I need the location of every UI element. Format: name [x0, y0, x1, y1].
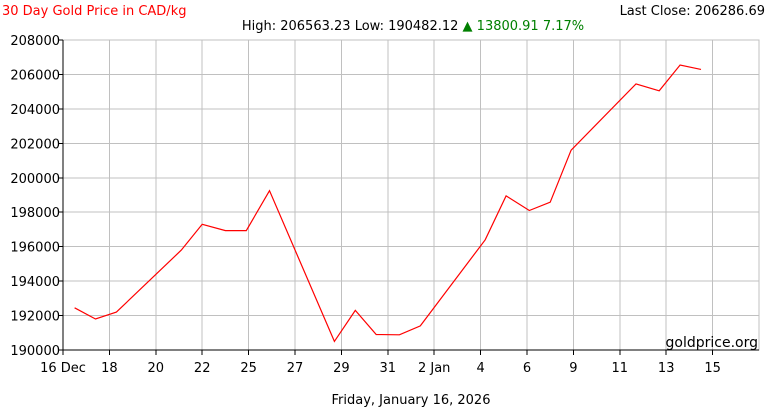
y-tick-label: 190000 — [10, 344, 60, 359]
x-tick-label: 6 — [523, 361, 531, 376]
x-tick-label: 29 — [333, 361, 350, 376]
x-tick-label: 18 — [101, 361, 118, 376]
price-series-line — [74, 64, 702, 343]
x-tick-label: 20 — [148, 361, 165, 376]
y-tick-label: 194000 — [10, 275, 60, 290]
y-tick-label: 202000 — [10, 137, 60, 152]
y-tick-label: 196000 — [10, 241, 60, 256]
y-tick-label: 192000 — [10, 310, 60, 325]
x-tick-label: 2 Jan — [418, 361, 450, 376]
high-label: High: 206563.23 — [242, 19, 351, 34]
chart-title: 30 Day Gold Price in CAD/kg — [2, 4, 186, 19]
x-tick-label: 15 — [704, 361, 721, 376]
change-percent: 7.17% — [543, 19, 584, 34]
watermark-label: goldprice.org — [666, 335, 758, 351]
x-tick-label: 27 — [287, 361, 304, 376]
x-tick-label: 11 — [612, 361, 629, 376]
x-tick-label: 22 — [194, 361, 211, 376]
grid-layer — [62, 39, 760, 351]
plot-frame — [62, 39, 760, 351]
date-footer: Friday, January 16, 2026 — [332, 393, 491, 408]
x-tick-label: 31 — [380, 361, 397, 376]
low-label: Low: 190482.12 — [355, 19, 459, 34]
change-arrow-icon: ▲ — [463, 19, 473, 34]
series-layer — [74, 64, 702, 343]
axis-layer: 1900001920001940001960001980002000002020… — [10, 34, 759, 376]
last-close-label: Last Close: 206286.69 — [620, 4, 765, 19]
x-tick-label: 13 — [658, 361, 675, 376]
y-tick-label: 208000 — [10, 34, 60, 49]
x-tick-label: 25 — [240, 361, 257, 376]
x-tick-label: 16 Dec — [40, 361, 86, 376]
y-tick-label: 206000 — [10, 68, 60, 83]
change-value: 13800.91 — [477, 19, 539, 34]
x-tick-label: 4 — [476, 361, 484, 376]
y-tick-label: 198000 — [10, 206, 60, 221]
y-tick-label: 204000 — [10, 103, 60, 118]
y-tick-label: 200000 — [10, 172, 60, 187]
x-tick-label: 9 — [569, 361, 577, 376]
stats-line: High: 206563.23 Low: 190482.12 ▲ 13800.9… — [242, 19, 584, 34]
